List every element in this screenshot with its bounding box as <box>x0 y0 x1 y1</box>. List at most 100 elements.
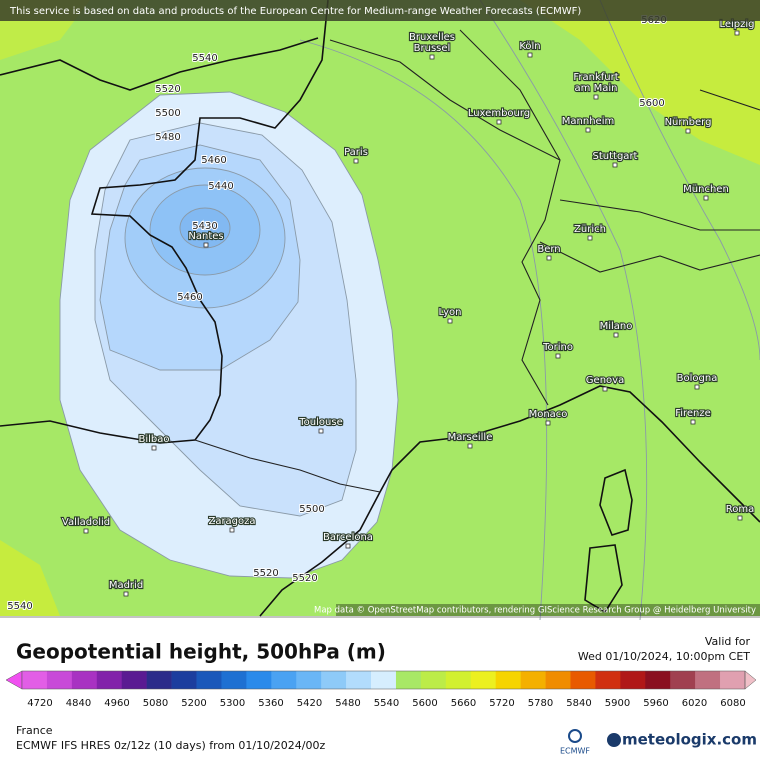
region: France <box>16 724 53 737</box>
colorbar-band <box>196 671 222 689</box>
colorbar-band <box>470 671 496 689</box>
valid-time: Wed 01/10/2024, 10:00pm CET <box>578 650 750 663</box>
colorbar-tick-label: 4960 <box>104 698 129 709</box>
contour-label: 5520 <box>155 84 180 95</box>
city-label: Luxembourg <box>468 108 530 119</box>
city-marker <box>229 527 235 533</box>
city-marker <box>734 30 740 36</box>
colorbar-tick-label: 6080 <box>720 698 745 709</box>
colorbar-band <box>346 671 372 689</box>
colorbar-tick-label: 5600 <box>412 698 437 709</box>
height-zone <box>179 207 231 249</box>
city-marker <box>690 419 696 425</box>
meteologix-logo <box>607 733 621 747</box>
colorbar-tick-label: 5720 <box>489 698 514 709</box>
colorbar-tick-label: 5540 <box>374 698 399 709</box>
isoline <box>299 39 548 621</box>
colorbar-band <box>720 671 746 689</box>
city-marker <box>151 445 157 451</box>
city-marker <box>318 428 324 434</box>
coastline <box>0 37 319 91</box>
city-label: Brussel <box>414 43 451 54</box>
city-label: Monaco <box>529 409 568 420</box>
contour-labels: 5540 5520 5500 5480 5460 5440 5430 5460 5500 5520… <box>6 14 667 613</box>
city-marker <box>737 515 743 521</box>
colorbar-band <box>321 671 347 689</box>
city-marker <box>593 94 599 100</box>
city-label: Lyon <box>438 307 461 318</box>
colorbar-band <box>146 671 172 689</box>
colorbar-band <box>695 671 721 689</box>
city-label: Nantes <box>188 231 223 242</box>
city-label: Torino <box>542 342 573 353</box>
colorbar-tick-label: 5960 <box>643 698 668 709</box>
colorbar-band <box>420 671 447 689</box>
city-marker <box>203 242 209 248</box>
city-label: Bern <box>537 244 560 255</box>
colorbar-band <box>545 671 571 689</box>
city-label: Milano <box>600 321 633 332</box>
city-label: am Main <box>575 83 618 94</box>
colorbar-band <box>121 671 147 689</box>
contour-label: 5520 <box>292 573 317 584</box>
contour-label: 5500 <box>299 504 324 515</box>
city-label: Mannheim <box>562 116 614 127</box>
colorbar-band <box>570 671 596 689</box>
border <box>329 39 561 406</box>
contour-label: 5520 <box>253 568 278 579</box>
attribution-bg <box>336 604 760 616</box>
colorbar-band <box>445 671 472 689</box>
contour-label: 5600 <box>639 98 664 109</box>
city-marker <box>613 332 619 338</box>
meteologix-label: meteologix.com <box>622 731 757 749</box>
city-marker <box>587 235 593 241</box>
colorbar-tick-label: 5420 <box>297 698 322 709</box>
city-marker <box>353 158 359 164</box>
colorbar-tick-label: 5200 <box>181 698 206 709</box>
colorbar-band <box>96 671 123 689</box>
city-label: Leipzig <box>719 19 754 30</box>
city-marker <box>546 255 552 261</box>
colorbar-band <box>595 671 621 689</box>
colorbar-band <box>46 671 73 689</box>
colorbar-tick-label: 5780 <box>528 698 553 709</box>
banner-bg <box>0 0 760 21</box>
colorbar-band <box>271 671 297 689</box>
attribution: Map data © OpenStreetMap contributors, r… <box>314 606 756 616</box>
city-marker <box>83 528 89 534</box>
city-label: Bilbao <box>138 434 169 445</box>
city-marker <box>602 386 608 392</box>
city-label: München <box>683 184 729 195</box>
border <box>194 439 381 493</box>
height-zone <box>520 0 760 165</box>
city-marker <box>467 443 473 449</box>
colorbar-arrow <box>5 670 23 690</box>
city-marker <box>345 543 351 549</box>
colorbar-tick-label: 4720 <box>27 698 52 709</box>
city-marker <box>703 195 709 201</box>
contour-label: 5430 <box>192 221 217 232</box>
colorbar-band <box>246 671 272 689</box>
colorbar-band <box>620 671 646 689</box>
coastline <box>259 385 760 617</box>
city-marker <box>496 119 502 125</box>
model-info: ECMWF IFS HRES 0z/12z (10 days) from 01/… <box>16 739 326 752</box>
banner-text: This service is based on data and produc… <box>9 6 581 17</box>
contour-label: 5480 <box>155 132 180 143</box>
contour-label: 5500 <box>155 108 180 119</box>
city-label: Nürnberg <box>665 117 712 128</box>
colorbar-tick-label: 4840 <box>66 698 91 709</box>
city-marker <box>527 52 533 58</box>
city-label: Stuttgart <box>593 151 638 162</box>
colorbar-tick-label: 5840 <box>566 698 591 709</box>
colorbar-band <box>296 671 322 689</box>
colorbar-band <box>395 671 422 689</box>
colorbar-tick-label: 5900 <box>605 698 630 709</box>
colorbar-tick-label: 5300 <box>220 698 245 709</box>
isoline <box>599 0 760 361</box>
colorbar-band <box>670 671 696 689</box>
colorbar-tick-label: 5360 <box>258 698 283 709</box>
city-label: Genova <box>586 375 624 386</box>
